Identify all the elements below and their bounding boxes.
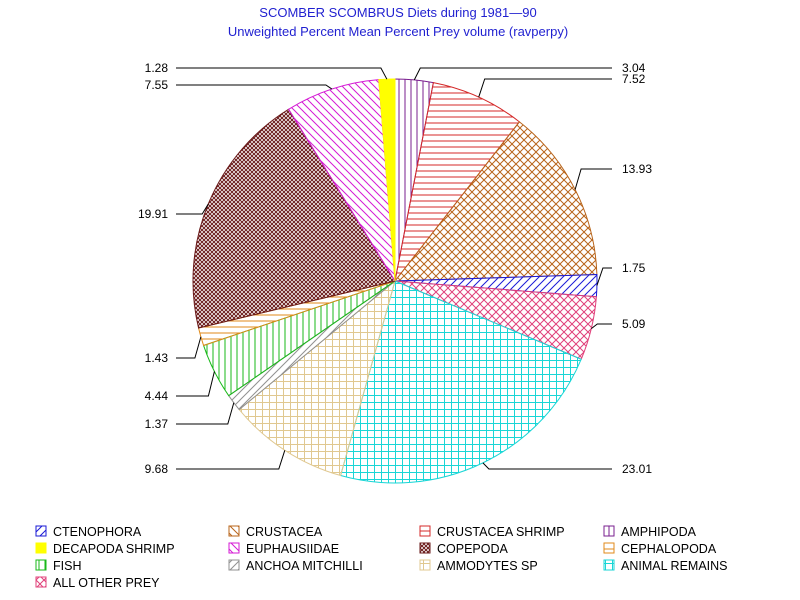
legend-item-ammodytes-sp: AMMODYTES SP xyxy=(419,559,538,573)
leader-line-copepoda xyxy=(176,203,209,215)
legend-item-all-other-prey: ALL OTHER PREY xyxy=(35,576,160,590)
legend-swatch xyxy=(228,542,240,554)
legend-item-fish: FISH xyxy=(35,559,81,573)
slice-label-cephalopoda: 1.43 xyxy=(145,351,169,365)
legend-item-crustacea-shrimp: CRUSTACEA SHRIMP xyxy=(419,525,565,539)
legend-label: ANCHOA MITCHILLI xyxy=(246,559,363,573)
legend-item-ctenophora: CTENOPHORA xyxy=(35,525,142,539)
leader-line-decapoda-shrimp xyxy=(176,67,388,80)
legend-swatch xyxy=(603,525,615,537)
legend-label: ANIMAL REMAINS xyxy=(621,559,728,573)
legend-swatch xyxy=(419,542,431,554)
legend-label: ALL OTHER PREY xyxy=(53,576,160,590)
slice-label-ammodytes-sp: 9.68 xyxy=(145,462,169,476)
leader-line-ammodytes-sp xyxy=(176,450,286,470)
slice-label-all-other-prey: 5.09 xyxy=(622,317,646,331)
legend-swatch xyxy=(603,559,615,571)
legend-label: COPEPODA xyxy=(437,542,509,556)
legend-swatch xyxy=(419,525,431,537)
legend-item-decapoda-shrimp: DECAPODA SHRIMP xyxy=(35,542,175,556)
legend-item-amphipoda: AMPHIPODA xyxy=(603,525,697,539)
slice-label-anchoa-mitchilli: 1.37 xyxy=(145,417,169,431)
legend-item-crustacea: CRUSTACEA xyxy=(228,525,323,539)
legend-item-copepoda: COPEPODA xyxy=(419,542,509,556)
legend-label: CRUSTACEA SHRIMP xyxy=(437,525,565,539)
leader-line-fish xyxy=(176,371,215,397)
slice-animal-remains xyxy=(339,280,582,484)
slice-label-crustacea-shrimp: 7.52 xyxy=(622,72,646,86)
slice-label-euphausiidae: 7.55 xyxy=(145,78,169,92)
legend-swatch xyxy=(35,559,47,571)
slice-labels: 3.047.52 13.93 1.75 5.09 23.01 9.68 1.37 4.44 1.… xyxy=(138,61,652,476)
legend-label: CTENOPHORA xyxy=(53,525,142,539)
slice-label-animal-remains: 23.01 xyxy=(622,462,652,476)
slice-crustacea xyxy=(393,121,598,282)
leader-line-anchoa-mitchilli xyxy=(176,402,235,425)
slice-ammodytes-sp xyxy=(238,279,396,477)
legend-label: DECAPODA SHRIMP xyxy=(53,542,175,556)
leader-line-ctenophora xyxy=(596,267,612,286)
legend-swatch xyxy=(603,542,615,554)
slice-crustacea-shrimp xyxy=(394,82,521,282)
slice-label-crustacea: 13.93 xyxy=(622,162,652,176)
leader-line-amphipoda xyxy=(413,67,612,81)
legend-label: AMPHIPODA xyxy=(621,525,697,539)
legend-label: EUPHAUSIIDAE xyxy=(246,542,339,556)
slice-label-fish: 4.44 xyxy=(145,389,169,403)
legend-label: CRUSTACEA xyxy=(246,525,323,539)
leader-line-crustacea-shrimp xyxy=(478,78,612,98)
chart-title: SCOMBER SCOMBRUS Diets during 1981—90 xyxy=(259,5,536,20)
slice-label-decapoda-shrimp: 1.28 xyxy=(145,61,169,75)
legend-item-animal-remains: ANIMAL REMAINS xyxy=(603,559,728,573)
legend-swatch xyxy=(228,525,240,537)
leader-line-cephalopoda xyxy=(176,336,202,359)
legend-label: FISH xyxy=(53,559,81,573)
legend-swatch xyxy=(35,576,47,588)
legend-swatch xyxy=(35,542,47,554)
legend-label: CEPHALOPODA xyxy=(621,542,717,556)
legend-swatch xyxy=(35,525,47,537)
slice-label-amphipoda: 3.04 xyxy=(622,61,646,75)
leader-line-euphausiidae xyxy=(176,84,333,90)
slice-label-ctenophora: 1.75 xyxy=(622,261,646,275)
slice-euphausiidae xyxy=(287,79,396,282)
legend: CTENOPHORA CRUSTACEA CRUSTACEA SHRIMP AMPHI… xyxy=(35,525,728,590)
leader-line-crustacea xyxy=(574,168,612,190)
legend-item-cephalopoda: CEPHALOPODA xyxy=(603,542,717,556)
slice-label-copepoda: 19.91 xyxy=(138,207,168,221)
leader-line-animal-remains xyxy=(482,462,612,470)
legend-swatch xyxy=(419,559,431,571)
legend-swatch xyxy=(228,559,240,571)
legend-label: AMMODYTES SP xyxy=(437,559,538,573)
leader-line-all-other-prey xyxy=(590,323,612,329)
pie-slices xyxy=(192,78,598,484)
legend-item-anchoa-mitchilli: ANCHOA MITCHILLI xyxy=(228,559,363,573)
chart-subtitle: Unweighted Percent Mean Percent Prey vol… xyxy=(228,24,568,39)
legend-item-euphausiidae: EUPHAUSIIDAE xyxy=(228,542,339,556)
